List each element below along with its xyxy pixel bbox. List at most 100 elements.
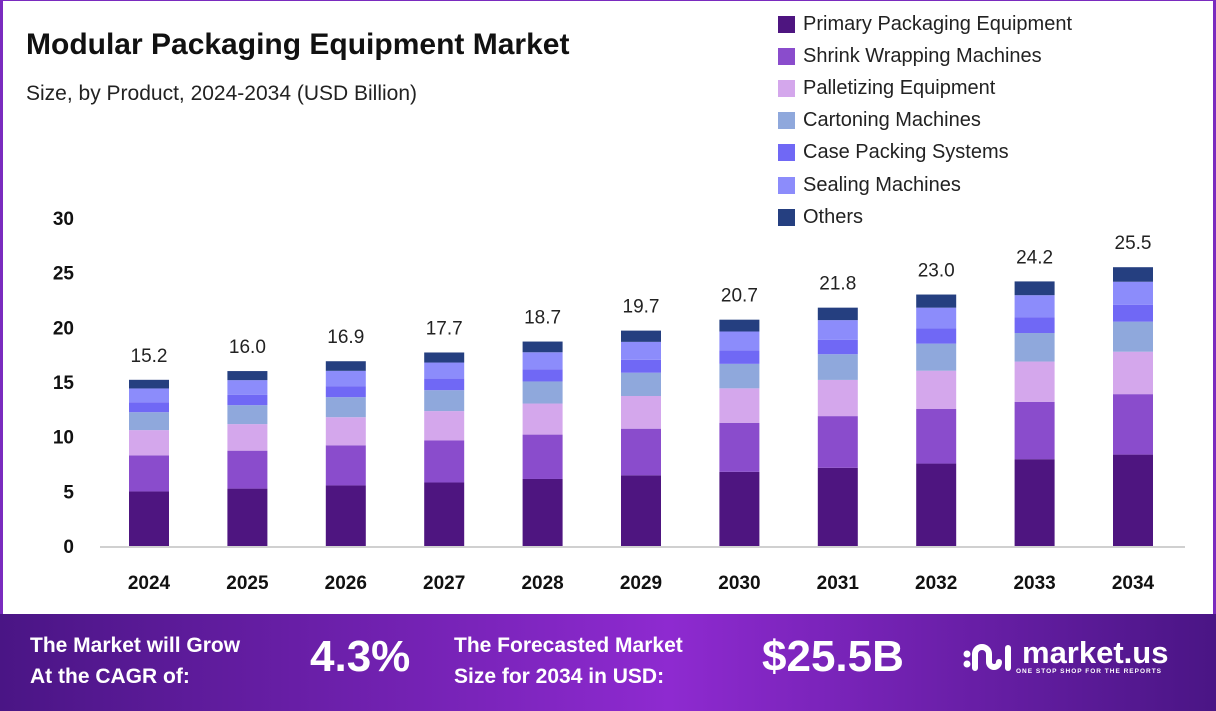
bar-segment	[325, 445, 366, 486]
bar-segment	[424, 378, 465, 391]
bar-segment	[1113, 454, 1153, 546]
chart-title: Modular Packaging Equipment Market	[26, 28, 570, 61]
x-tick-label: 2033	[1013, 573, 1055, 594]
cagr-label-line2: At the CAGR of:	[30, 665, 190, 688]
bar-segment	[1014, 281, 1055, 296]
cagr-label: The Market will Grow At the CAGR of:	[30, 630, 300, 692]
total-label: 17.7	[426, 318, 463, 339]
bar-segment	[817, 320, 858, 340]
bar-segment	[522, 403, 563, 435]
bar-segment	[129, 388, 169, 403]
legend-item: Case Packing Systems	[778, 137, 1072, 169]
bar-segment	[621, 475, 661, 546]
bar-segment	[719, 422, 760, 472]
bar-segment	[916, 409, 957, 464]
legend-label: Others	[803, 205, 864, 228]
market-us-logo: market.us ONE STOP SHOP FOR THE REPORTS	[962, 635, 1169, 675]
total-label: 25.5	[1115, 233, 1152, 254]
bar-segment	[916, 343, 957, 371]
bar-segment	[227, 450, 268, 489]
bar-segment	[621, 395, 661, 429]
x-tick-label: 2032	[915, 573, 957, 594]
legend-item: Sealing Machines	[778, 169, 1072, 201]
legend-item: Cartoning Machines	[778, 105, 1072, 137]
bar-segment	[227, 488, 268, 546]
y-tick-label: 5	[63, 482, 74, 503]
bar-segment	[719, 319, 760, 332]
logo-icon	[963, 643, 1011, 671]
bar-segment	[916, 463, 957, 546]
y-tick-label: 15	[53, 373, 75, 394]
x-tick-label: 2028	[521, 573, 563, 594]
bar-segment	[621, 428, 661, 476]
bar-segment	[424, 411, 465, 441]
legend-item: Primary Packaging Equipment	[778, 8, 1072, 40]
bar-segment	[916, 307, 957, 329]
bar-segment	[817, 307, 858, 321]
legend-item: Shrink Wrapping Machines	[778, 40, 1072, 72]
x-tick-label: 2029	[620, 573, 662, 594]
total-label: 16.0	[229, 337, 266, 358]
legend-label: Primary Packaging Equipment	[803, 12, 1073, 35]
bar-segment	[817, 354, 858, 380]
bar-segment	[227, 371, 268, 381]
legend-label: Shrink Wrapping Machines	[803, 44, 1042, 67]
total-label: 19.7	[623, 297, 660, 318]
cagr-value: 4.3%	[310, 632, 411, 681]
bar-segment	[1014, 361, 1055, 402]
legend-swatch	[778, 15, 795, 33]
legend-label: Case Packing Systems	[803, 141, 1009, 164]
bar-segment	[129, 402, 169, 413]
bar-segment	[325, 397, 366, 418]
legend: Primary Packaging Equipment Shrink Wrappi…	[778, 8, 1072, 233]
bar-segment	[719, 471, 760, 546]
legend-label: Palletizing Equipment	[803, 76, 996, 99]
bar-segment	[227, 405, 268, 425]
cagr-label-line1: The Market will Grow	[30, 634, 241, 657]
bar-segment	[719, 363, 760, 389]
bar-segment	[522, 341, 563, 353]
bar-segment	[817, 416, 858, 468]
bar-segment	[621, 341, 661, 360]
chart-plot: 05101520253015.2202416.0202516.9202617.7…	[53, 209, 1185, 594]
total-label: 21.8	[819, 274, 856, 295]
bar-segment	[719, 331, 760, 351]
bar-segment	[621, 359, 661, 373]
total-label: 15.2	[131, 346, 168, 367]
chart-subtitle: Size, by Product, 2024-2034 (USD Billion…	[26, 82, 418, 105]
total-label: 23.0	[918, 261, 955, 282]
legend-swatch	[778, 47, 795, 65]
bar-segment	[424, 440, 465, 483]
bar-segment	[916, 294, 957, 308]
legend-swatch	[778, 176, 795, 194]
bar-segment	[325, 485, 366, 546]
total-label: 24.2	[1016, 247, 1053, 268]
y-tick-label: 0	[63, 537, 74, 558]
total-label: 16.9	[327, 327, 364, 348]
bar-segment	[227, 394, 268, 406]
total-label: 18.7	[524, 308, 561, 329]
bar-segment	[817, 379, 858, 417]
legend-swatch	[778, 208, 795, 226]
brand-name: market.us	[1022, 635, 1169, 670]
bar-segment	[916, 328, 957, 344]
bar-segment	[129, 430, 169, 456]
bar-segment	[817, 339, 858, 355]
bar-segment	[227, 424, 268, 451]
legend-item: Palletizing Equipment	[778, 72, 1072, 104]
forecast-value: $25.5B	[762, 632, 904, 681]
bar-segment	[424, 390, 465, 412]
bar-segment	[1113, 304, 1153, 322]
legend-item: Others	[778, 201, 1072, 233]
bar-segment	[129, 455, 169, 492]
brand-tagline: ONE STOP SHOP FOR THE REPORTS	[1016, 668, 1163, 675]
x-tick-label: 2024	[128, 573, 171, 594]
y-tick-label: 30	[53, 209, 74, 230]
bar-segment	[424, 482, 465, 546]
chart-frame	[0, 0, 1216, 614]
forecast-label-line2: Size for 2034 in USD:	[454, 665, 665, 688]
bar-segment	[522, 352, 563, 370]
bar-segment	[227, 380, 268, 395]
bar-segment	[1014, 333, 1055, 362]
bar-segment	[522, 478, 563, 546]
